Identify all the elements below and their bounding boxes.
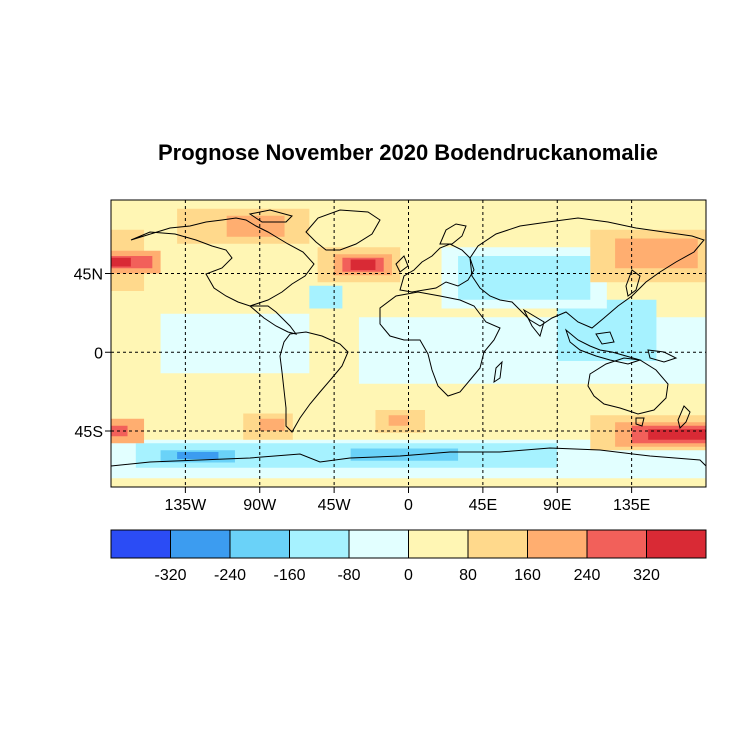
colorbar-label: 320 bbox=[633, 567, 660, 584]
colorbar: -320 -240 -160 -80 0 80 160 240 320 bbox=[110, 529, 707, 584]
x-tick-label: 45E bbox=[469, 497, 497, 514]
anomaly-patch bbox=[458, 256, 591, 300]
colorbar-swatch bbox=[646, 529, 707, 559]
colorbar-swatch bbox=[170, 529, 231, 559]
x-tick-label: 135E bbox=[613, 497, 650, 514]
y-tick-label: 45N bbox=[74, 267, 103, 284]
colorbar-swatch bbox=[110, 529, 171, 559]
anomaly-patch bbox=[350, 259, 376, 270]
colorbar-label: 0 bbox=[404, 567, 413, 584]
anomaly-patch bbox=[615, 238, 698, 269]
anomaly-patch bbox=[648, 429, 706, 440]
colorbar-swatch bbox=[586, 529, 647, 559]
colorbar-label: -240 bbox=[214, 567, 246, 584]
colorbar-swatch bbox=[527, 529, 588, 559]
colorbar-swatch bbox=[467, 529, 528, 559]
anomaly-patch bbox=[177, 452, 219, 459]
y-tick-label: 0 bbox=[94, 345, 103, 362]
anomaly-patch bbox=[388, 415, 409, 426]
colorbar-swatch bbox=[348, 529, 409, 559]
x-tick-label: 0 bbox=[404, 497, 413, 514]
map-plot-area bbox=[110, 199, 707, 488]
colorbar-label: -160 bbox=[273, 567, 305, 584]
y-tick-label: 45S bbox=[75, 424, 103, 441]
latitude-ticks: 45N 0 45S bbox=[74, 267, 111, 441]
colorbar-swatch bbox=[289, 529, 350, 559]
anomaly-patch bbox=[309, 285, 343, 309]
anomaly-patch bbox=[259, 418, 285, 431]
x-tick-label: 90W bbox=[243, 497, 277, 514]
colorbar-label: -320 bbox=[154, 567, 186, 584]
colorbar-swatch bbox=[229, 529, 290, 559]
x-tick-label: 90E bbox=[543, 497, 571, 514]
colorbar-swatch bbox=[408, 529, 469, 559]
colorbar-label: -80 bbox=[337, 567, 360, 584]
x-tick-label: 45W bbox=[318, 497, 352, 514]
longitude-ticks: 135W 90W 45W 0 45E 90E 135E bbox=[164, 487, 650, 514]
colorbar-label: 160 bbox=[514, 567, 541, 584]
colorbar-label: 80 bbox=[459, 567, 477, 584]
anomaly-patch bbox=[350, 448, 459, 461]
x-tick-label: 135W bbox=[164, 497, 207, 514]
map-title: Prognose November 2020 Bodendruckanomali… bbox=[157, 140, 659, 165]
colorbar-label: 240 bbox=[574, 567, 601, 584]
anomaly-patch bbox=[111, 257, 131, 267]
